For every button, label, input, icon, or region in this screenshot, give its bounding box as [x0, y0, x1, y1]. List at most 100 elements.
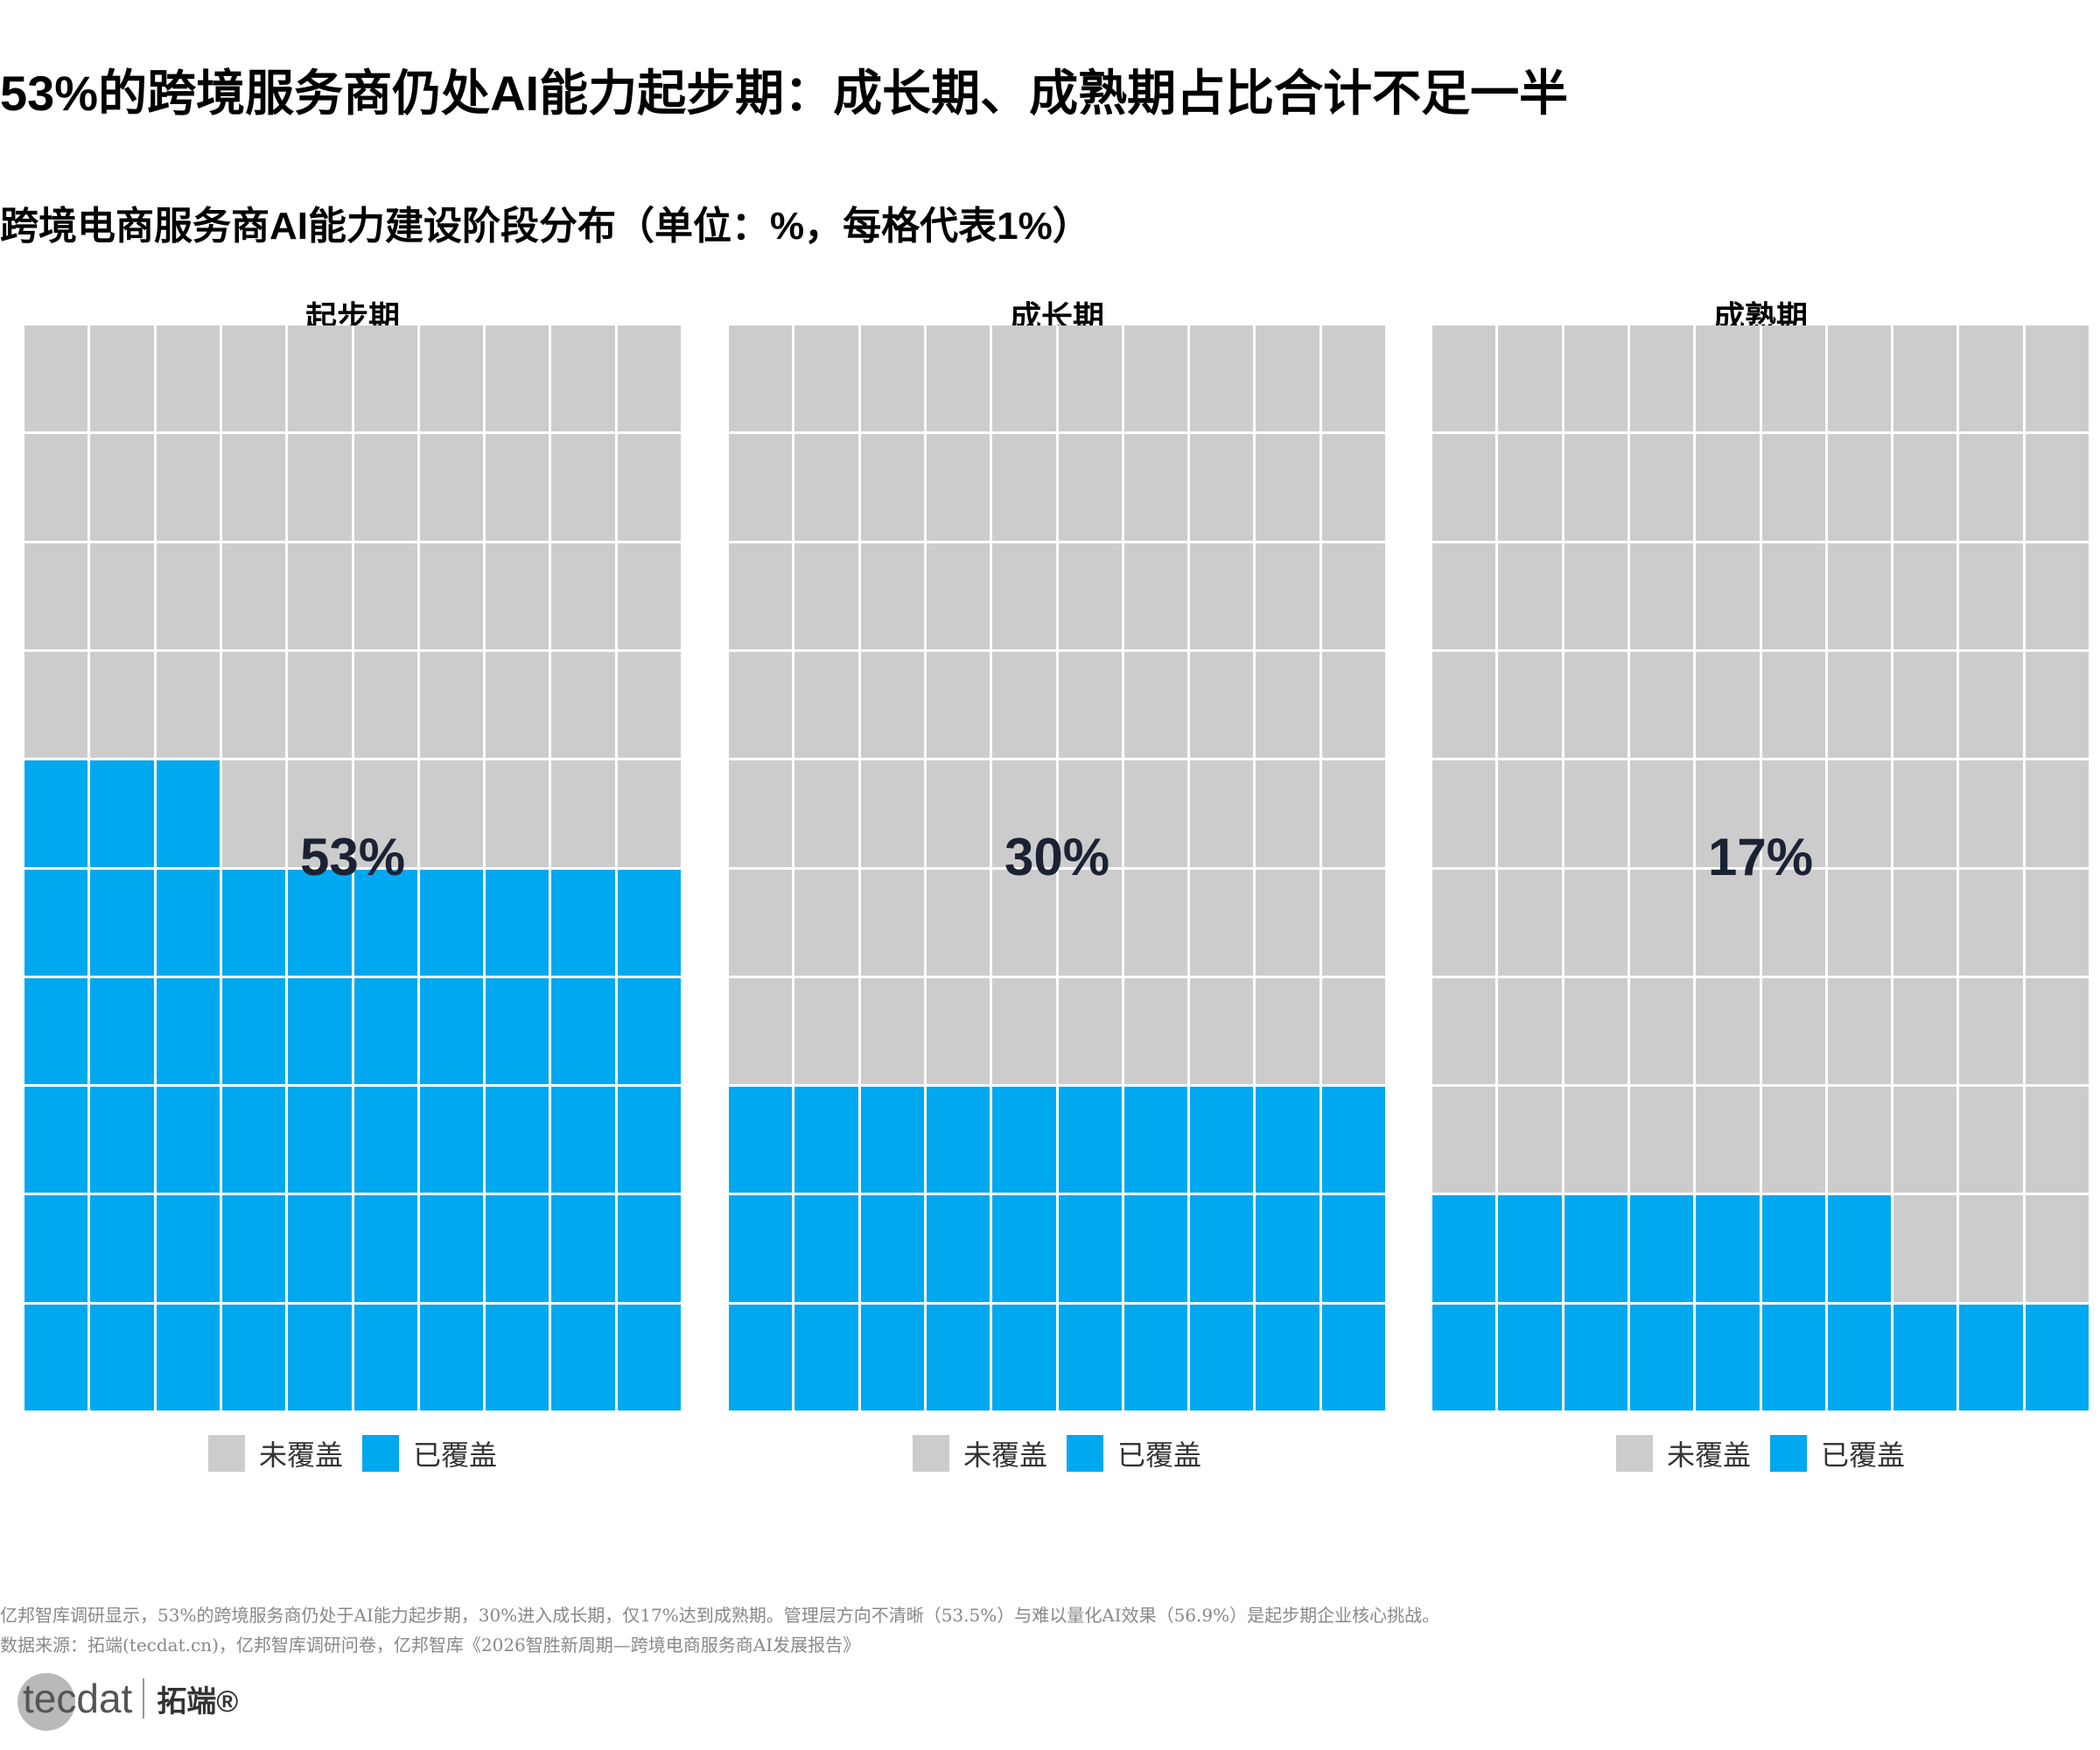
waffle-cell-uncovered [1124, 977, 1188, 1085]
waffle-cell-uncovered [1629, 869, 1694, 976]
waffle-cell-uncovered [288, 326, 352, 432]
waffle-cell-covered [354, 1087, 417, 1194]
waffle-cell-covered [860, 1304, 924, 1410]
waffle-cell-covered [926, 1087, 990, 1194]
waffle-cell-uncovered [1058, 651, 1122, 759]
waffle-cell-uncovered [992, 869, 1056, 976]
waffle-cell-uncovered [1761, 326, 1825, 432]
waffle-cell-covered [794, 1087, 858, 1194]
waffle-cell-uncovered [1058, 760, 1122, 867]
percent-label-growth: 30% [1004, 828, 1110, 886]
waffle-cell-uncovered [1190, 542, 1254, 649]
waffle-cell-uncovered [1321, 869, 1385, 976]
waffle-cell-covered [1321, 1304, 1385, 1410]
waffle-cell-covered [1058, 1087, 1122, 1194]
waffle-cell-covered [486, 1304, 550, 1410]
waffle-cell-uncovered [1761, 977, 1825, 1085]
waffle-cell-uncovered [1827, 760, 1892, 867]
waffle-cell-uncovered [1321, 434, 1385, 541]
waffle-cell-uncovered [288, 434, 352, 541]
waffle-cell-covered [1432, 1304, 1496, 1410]
waffle-cell-uncovered [617, 434, 681, 541]
waffle-cell-covered [90, 1087, 154, 1194]
waffle-cell-uncovered [926, 760, 990, 867]
waffle-cell-uncovered [1124, 651, 1188, 759]
waffle-cell-uncovered [1959, 542, 2023, 649]
waffle-cell-uncovered [1827, 977, 1892, 1085]
waffle-cell-covered [221, 1195, 286, 1302]
uncovered-swatch [1615, 1435, 1653, 1472]
waffle-cell-uncovered [419, 434, 484, 541]
waffle-cell-uncovered [729, 760, 793, 867]
waffle-cell-covered [419, 977, 484, 1085]
waffle-cell-uncovered [221, 760, 286, 867]
waffle-cell-uncovered [1564, 542, 1628, 649]
waffle-cell-covered [354, 1195, 417, 1302]
waffle-cell-uncovered [794, 977, 858, 1085]
waffle-cell-uncovered [794, 326, 858, 432]
waffle-cell-uncovered [486, 760, 550, 867]
waffle-cell-uncovered [1190, 651, 1254, 759]
waffle-cell-uncovered [992, 977, 1056, 1085]
waffle-cell-uncovered [1432, 651, 1496, 759]
waffle-cell-uncovered [1894, 760, 1957, 867]
waffle-cell-uncovered [794, 760, 858, 867]
waffle-cell-uncovered [1894, 434, 1957, 541]
waffle-cell-uncovered [729, 434, 793, 541]
percent-label-startup: 53% [299, 828, 406, 886]
waffle-cell-covered [1696, 1304, 1760, 1410]
waffle-cell-covered [926, 1195, 990, 1302]
waffle-cell-uncovered [1124, 542, 1188, 649]
covered-swatch [362, 1435, 399, 1472]
waffle-cell-uncovered [354, 434, 417, 541]
waffle-cell-covered [90, 977, 154, 1085]
waffle-cell-uncovered [794, 434, 858, 541]
waffle-cell-uncovered [1629, 977, 1694, 1085]
waffle-cell-covered [24, 1195, 88, 1302]
waffle-cell-covered [156, 760, 220, 867]
waffle-cell-covered [221, 1304, 286, 1410]
waffle-cell-uncovered [1564, 326, 1628, 432]
waffle-cell-uncovered [794, 542, 858, 649]
waffle-cell-uncovered [1629, 651, 1694, 759]
waffle-cell-uncovered [90, 434, 154, 541]
waffle-cell-covered [794, 1195, 858, 1302]
waffle-cell-uncovered [1894, 869, 1957, 976]
waffle-cell-uncovered [486, 434, 550, 541]
waffle-cell-covered [992, 1195, 1056, 1302]
waffle-cell-uncovered [1959, 1087, 2023, 1194]
waffle-cell-uncovered [860, 651, 924, 759]
legend-label-covered: 已覆盖 [1821, 1439, 1906, 1471]
waffle-cell-uncovered [860, 434, 924, 541]
waffle-cell-uncovered [1827, 542, 1892, 649]
footnote-summary: 亿邦智库调研显示，53%的跨境服务商仍处于AI能力起步期，30%进入成长期，仅1… [0, 1605, 1440, 1626]
waffle-cell-covered [1696, 1195, 1760, 1302]
waffle-cell-uncovered [1256, 326, 1320, 432]
waffle-cell-covered [992, 1304, 1056, 1410]
waffle-cell-uncovered [1564, 434, 1628, 541]
waffle-cell-uncovered [992, 542, 1056, 649]
waffle-cell-uncovered [729, 542, 793, 649]
waffle-cell-uncovered [1256, 434, 1320, 541]
waffle-cell-covered [24, 977, 88, 1085]
waffle-cell-uncovered [354, 542, 417, 649]
waffle-cell-uncovered [1629, 326, 1694, 432]
waffle-cell-covered [24, 1087, 88, 1194]
waffle-cell-covered [1256, 1087, 1320, 1194]
waffle-cell-uncovered [1629, 434, 1694, 541]
waffle-cell-covered [288, 1087, 352, 1194]
waffle-cell-covered [419, 1087, 484, 1194]
waffle-cell-covered [551, 977, 615, 1085]
waffle-cell-covered [1058, 1195, 1122, 1302]
waffle-grid-mature [1432, 326, 2089, 1410]
legend-label-covered: 已覆盖 [1117, 1439, 1202, 1471]
legend-growth: 未覆盖 已覆盖 [729, 1433, 1385, 1474]
waffle-cell-covered [90, 1195, 154, 1302]
waffle-cell-uncovered [992, 326, 1056, 432]
waffle-cell-covered [156, 1304, 220, 1410]
waffle-cell-covered [354, 869, 417, 976]
waffle-cell-uncovered [551, 651, 615, 759]
waffle-cell-uncovered [1321, 760, 1385, 867]
waffle-cell-uncovered [24, 434, 88, 541]
waffle-cell-uncovered [419, 326, 484, 432]
